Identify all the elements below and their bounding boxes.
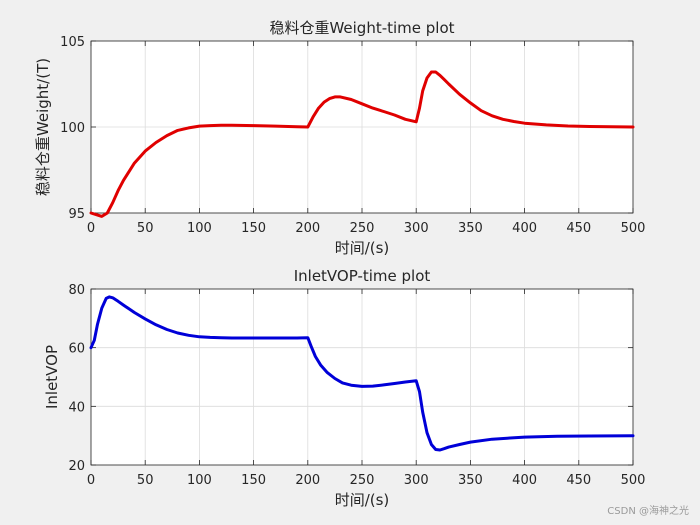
x-tick-label: 400 (512, 473, 537, 488)
x-tick-label: 0 (87, 473, 95, 488)
y-tick-label: 105 (60, 35, 85, 50)
x-tick-label: 450 (566, 221, 591, 236)
weight-time-subplot: 0 50 100 150 200 250 300 350 400 450 500 95 100 105 稳料… (34, 19, 645, 257)
plot-title: InletVOP-time plot (294, 267, 431, 285)
x-tick-label: 250 (350, 221, 375, 236)
y-tick-label: 40 (68, 400, 85, 415)
x-tick-label: 300 (404, 221, 429, 236)
series-line-inletvop (89, 295, 635, 452)
y-tick-label: 80 (68, 283, 85, 298)
x-tick-label: 50 (137, 473, 154, 488)
series-line-weight (89, 70, 635, 218)
y-tick-label: 95 (68, 207, 85, 222)
x-tick-label: 100 (187, 221, 212, 236)
x-tick-label: 500 (621, 473, 646, 488)
y-tick-label: 100 (60, 121, 85, 136)
x-tick-label: 200 (295, 473, 320, 488)
watermark: CSDN @海神之光 (607, 504, 689, 517)
x-axis-label: 时间/(s) (335, 239, 390, 257)
x-tick-label: 400 (512, 221, 537, 236)
x-tick-label: 150 (241, 221, 266, 236)
plot-title: 稳料仓重Weight-time plot (269, 19, 454, 37)
x-tick-label: 200 (295, 221, 320, 236)
x-tick-label: 450 (566, 473, 591, 488)
inletvop-time-subplot: 0 50 100 150 200 250 300 350 400 450 500 20 40 60 80 In… (43, 267, 645, 509)
x-tick-label: 500 (621, 221, 646, 236)
x-tick-label: 350 (458, 221, 483, 236)
x-tick-label: 100 (187, 473, 212, 488)
y-tick-label: 60 (68, 342, 85, 357)
y-axis-label: InletVOP (43, 345, 61, 409)
y-axis-label: 稳料仓重Weight/(T) (34, 58, 52, 196)
x-tick-label: 350 (458, 473, 483, 488)
x-tick-label: 50 (137, 221, 154, 236)
x-tick-label: 0 (87, 221, 95, 236)
x-axis-label: 时间/(s) (335, 491, 390, 509)
y-tick-label: 20 (68, 459, 85, 474)
x-tick-label: 150 (241, 473, 266, 488)
x-tick-label: 300 (404, 473, 429, 488)
x-tick-label: 250 (350, 473, 375, 488)
